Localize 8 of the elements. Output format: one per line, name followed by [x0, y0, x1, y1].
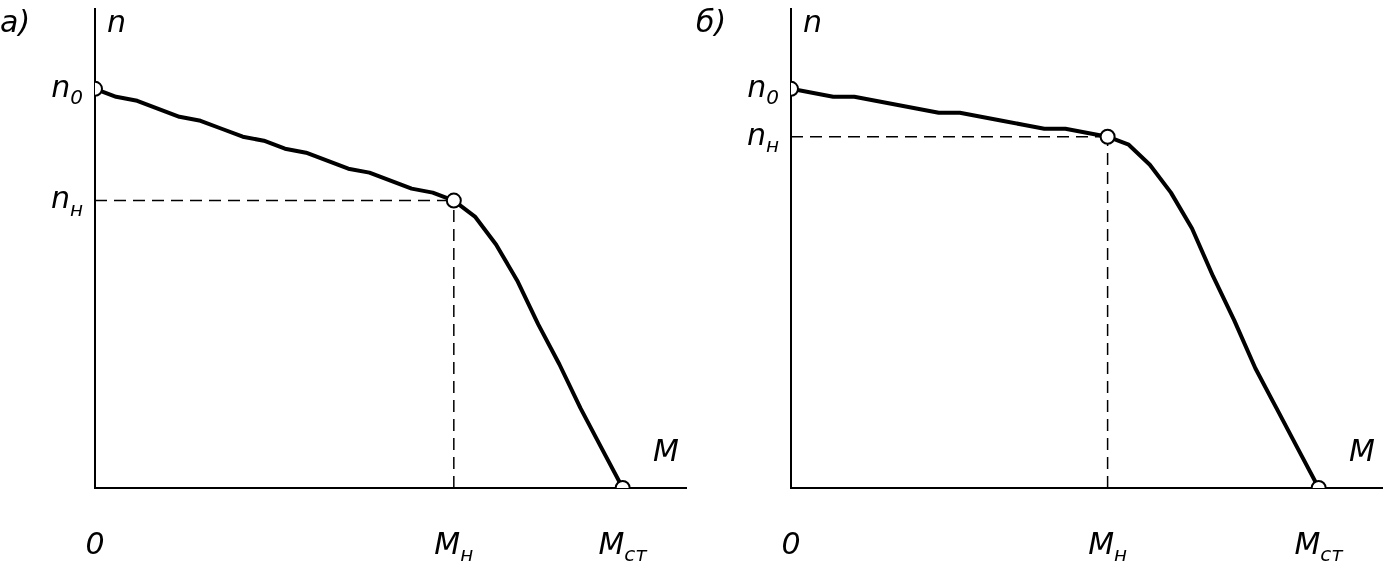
chart-title: б)	[696, 3, 727, 39]
y-axis-title: n	[803, 3, 823, 39]
x-tick-label: 0	[781, 525, 801, 561]
y-axis-title: n	[107, 3, 127, 39]
chart-title: а)	[0, 3, 31, 39]
x-axis-title: M	[1349, 432, 1376, 468]
x-tick-label: 0	[85, 525, 105, 561]
x-axis-title: M	[653, 432, 680, 468]
